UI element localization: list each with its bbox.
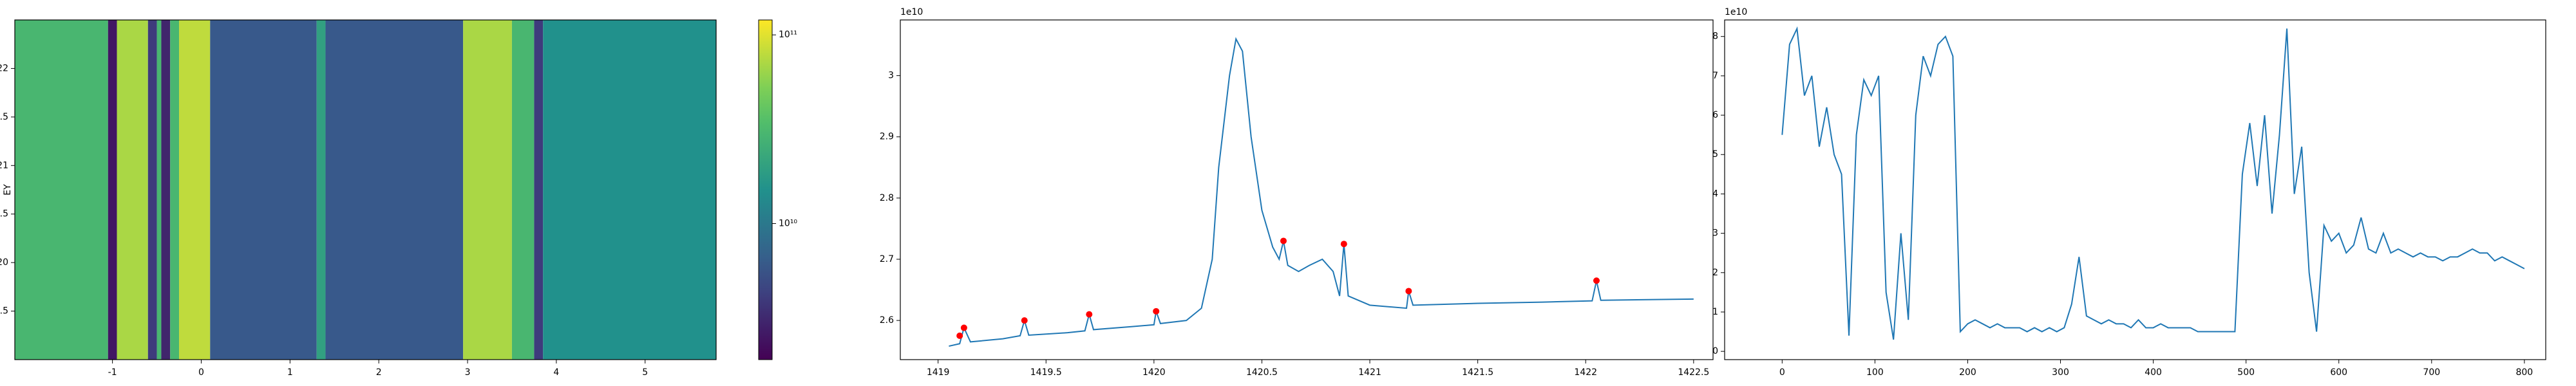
x-tick-label: 1420	[1142, 367, 1166, 378]
x-tick-label: 1421	[1358, 367, 1381, 378]
heatmap-cell	[108, 20, 117, 360]
y-tick-label: 6	[1712, 110, 1718, 120]
x-tick-label: 2	[376, 367, 382, 378]
y-tick-label: 2.6	[880, 315, 894, 326]
x-tick-label: 1420.5	[1246, 367, 1278, 378]
heatmap-cell	[325, 20, 464, 360]
x-tick-label: -1	[108, 367, 117, 378]
y-tick-label: 3	[1712, 228, 1718, 239]
x-tick-label: 400	[2145, 367, 2162, 378]
x-tick-label: 300	[2052, 367, 2069, 378]
x-tick-label: 1419	[927, 367, 950, 378]
y-tick-label: 1421.5	[0, 112, 8, 122]
peak-marker	[1340, 241, 1347, 248]
data-line	[949, 37, 1694, 347]
x-tick-label: 500	[2237, 367, 2255, 378]
heatmap-cell	[534, 20, 544, 360]
heatmap-cell	[161, 20, 171, 360]
x-tick-label: 3	[465, 367, 471, 378]
y-tick-label: 5	[1712, 149, 1718, 160]
y-tick-label: 2	[1712, 268, 1718, 278]
peak-marker	[1086, 311, 1093, 318]
colorbar	[758, 19, 773, 360]
peak-marker	[956, 332, 963, 339]
x-tick-label: 1421.5	[1462, 367, 1493, 378]
peak-marker	[1153, 308, 1160, 315]
heatmap-cell	[463, 20, 512, 360]
x-tick-label: 5	[642, 367, 648, 378]
x-tick-label: 1	[287, 367, 293, 378]
y-tick-label: 1421	[0, 160, 8, 170]
y-tick-label: 2.9	[880, 132, 894, 142]
x-tick-label: 800	[2515, 367, 2533, 378]
y-tick-label: 1420	[0, 257, 8, 268]
heatmap-cell	[316, 20, 326, 360]
heatmap-cell	[210, 20, 317, 360]
x-tick-label: 700	[2423, 367, 2440, 378]
x-tick-label: 1422.5	[1678, 367, 1709, 378]
heatmap-cell	[543, 20, 716, 360]
peak-marker	[1280, 237, 1287, 244]
peak-marker	[1593, 277, 1600, 284]
y-tick-label: 8	[1712, 32, 1718, 42]
x-tick-label: 1422	[1574, 367, 1597, 378]
y-offset-label: 1e10	[1725, 7, 1747, 17]
x-tick-label: 200	[1959, 367, 1976, 378]
x-tick-label: 600	[2330, 367, 2347, 378]
x-tick-label: 100	[1866, 367, 1884, 378]
y-tick-label: 2.7	[880, 254, 894, 264]
y-tick-label: 0	[1712, 346, 1718, 356]
heatmap-cell	[147, 20, 157, 360]
peak-marker	[960, 324, 967, 331]
x-tick-label: 4	[553, 367, 559, 378]
y-tick-label: 3	[888, 71, 894, 81]
heatmap-cell	[15, 20, 108, 360]
y-tick-label: 1422	[0, 63, 8, 73]
heatmap-cell	[170, 20, 180, 360]
axes-frame	[14, 19, 717, 360]
x-tick-label: 1419.5	[1030, 367, 1062, 378]
peak-marker	[1021, 317, 1028, 324]
colorbar-tick-label: 10¹⁰	[779, 218, 797, 228]
heatmap-cell	[117, 20, 148, 360]
heatmap-cell	[179, 20, 211, 360]
colorbar-tick-label: 10¹¹	[779, 30, 797, 40]
peak-marker	[1405, 288, 1412, 295]
y-tick-label: 2.8	[880, 193, 894, 203]
axes-frame	[1724, 19, 2546, 360]
y-tick-label: 7	[1712, 71, 1718, 81]
y-offset-label: 1e10	[900, 7, 923, 17]
x-tick-label: 0	[198, 367, 204, 378]
y-tick-label: 1	[1712, 307, 1718, 317]
y-tick-label: 1420.5	[0, 209, 8, 219]
y-axis-label: EY	[3, 184, 13, 196]
x-tick-label: 0	[1779, 367, 1785, 378]
heatmap-cell	[511, 20, 535, 360]
y-tick-label: 1419.5	[0, 306, 8, 317]
data-line	[1781, 26, 2525, 340]
y-tick-label: 4	[1712, 188, 1718, 199]
heatmap-cell	[156, 20, 162, 360]
axes-frame	[900, 19, 1714, 360]
